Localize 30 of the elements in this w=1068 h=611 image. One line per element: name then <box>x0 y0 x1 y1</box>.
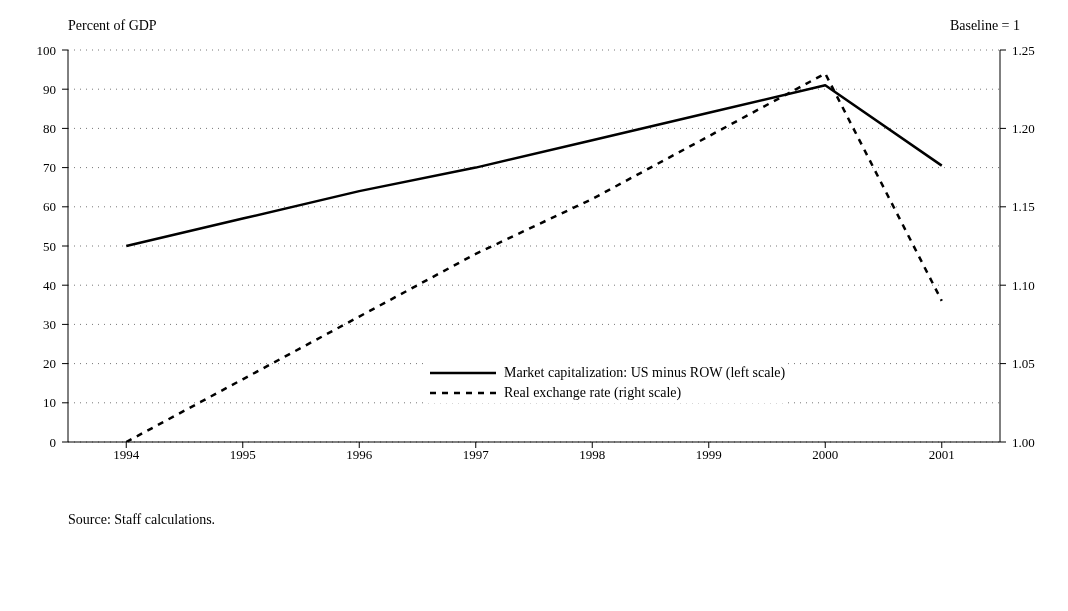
y-tick-label: 70 <box>43 160 56 176</box>
y-tick-label: 60 <box>43 199 56 215</box>
y2-tick-label: 1.10 <box>1012 277 1035 293</box>
y-tick-label: 20 <box>43 356 56 372</box>
y-tick-label: 90 <box>43 81 56 97</box>
legend-label: Market capitalization: US minus ROW (left scale) <box>504 365 786 381</box>
y-tick-label: 30 <box>43 317 56 333</box>
y-axis-title: Percent of GDP <box>68 18 157 34</box>
x-tick-label: 1996 <box>346 447 373 463</box>
y-tick-label: 80 <box>43 121 56 137</box>
x-tick-label: 1999 <box>695 447 722 463</box>
source-note: Source: Staff calculations. <box>68 512 216 528</box>
y2-tick-label: 1.00 <box>1012 434 1035 450</box>
x-tick-label: 1998 <box>579 447 606 463</box>
y2-tick-label: 1.05 <box>1012 356 1035 372</box>
y-tick-label: 50 <box>43 238 56 254</box>
y2-tick-label: 1.15 <box>1012 199 1035 215</box>
y2-axis-title: Baseline = 1 <box>949 18 1020 34</box>
y-tick-label: 10 <box>43 395 56 411</box>
y-tick-label: 40 <box>43 277 56 293</box>
y2-tick-label: 1.25 <box>1012 42 1035 58</box>
legend-label: Real exchange rate (right scale) <box>504 385 682 401</box>
y2-tick-label: 1.20 <box>1012 121 1035 137</box>
y-tick-label: 100 <box>36 42 56 58</box>
x-tick-label: 1997 <box>462 447 490 463</box>
x-tick-label: 1995 <box>229 447 256 463</box>
y-tick-label: 0 <box>49 434 56 450</box>
x-tick-label: 2001 <box>928 447 955 463</box>
x-tick-label: 1994 <box>113 447 140 463</box>
x-tick-label: 2000 <box>812 447 839 463</box>
